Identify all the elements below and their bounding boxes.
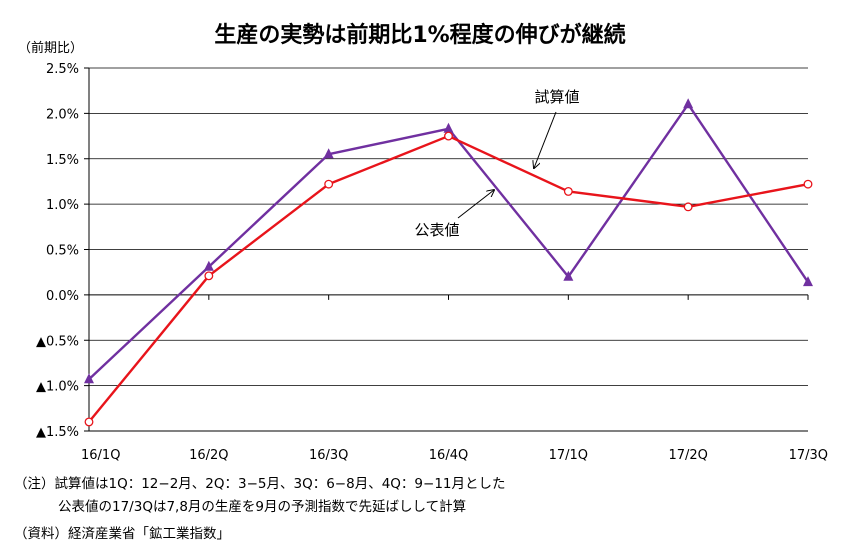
x-tick-label: 16/4Q <box>429 448 468 463</box>
chart-title: 生産の実勢は前期比1%程度の伸びが継続 <box>214 22 625 48</box>
y-tick-label: 2.0% <box>46 107 79 122</box>
x-tick-labels: 16/1Q 16/2Q 16/3Q 16/4Q 17/1Q 17/2Q 17/3Q <box>81 448 828 463</box>
data-point-triangle <box>443 122 454 133</box>
x-tick-label: 17/1Q <box>549 448 588 463</box>
data-point-circle <box>324 179 334 189</box>
y-tick-label: ▲0.5% <box>36 334 79 349</box>
x-tick-label: 16/1Q <box>81 448 120 463</box>
y-tick-label: ▲1.5% <box>36 425 79 440</box>
x-tick-label: 16/2Q <box>189 448 228 463</box>
data-point-triangle <box>323 148 334 159</box>
data-point-circle <box>444 131 453 141</box>
data-point-circle <box>84 417 94 427</box>
y-axis-label: （前期比） <box>18 40 83 56</box>
y-tick-label: 1.5% <box>46 153 79 168</box>
x-tick-label: 17/3Q <box>789 448 828 463</box>
y-tick-label: 0.5% <box>46 244 79 259</box>
y-tick-label: 0.0% <box>46 289 79 304</box>
data-point-triangle <box>683 98 694 109</box>
annotation-published-label: 公表値 <box>414 221 459 239</box>
y-tick-label: 1.0% <box>46 198 79 213</box>
x-tick-label: 17/2Q <box>668 448 707 463</box>
annotation-estimate-arrow <box>534 111 557 168</box>
annotation-estimate-label: 試算値 <box>534 88 579 106</box>
grid-lines <box>89 67 808 387</box>
data-point-circle <box>204 271 214 281</box>
footnote-published: 公表値の17/3Qは7,8月の生産を9月の予測指数で先延ばしして計算 <box>58 499 467 515</box>
data-point-triangle <box>84 373 94 384</box>
y-tick-labels: 2.5% 2.0% 1.5% 1.0% 0.5% 0.0% ▲0.5% ▲1.0% ▲1.5% <box>36 62 79 440</box>
x-tick-label: 16/3Q <box>309 448 348 463</box>
data-point-circle <box>563 186 573 196</box>
source-note: （資料）経済産業省「鉱工業指数」 <box>14 526 230 542</box>
footnote-definition: （注）試算値は1Q：12−2月、2Q：3−5月、3Q：6−8月、4Q：9−11月… <box>14 476 506 492</box>
axes <box>84 67 809 432</box>
data-point-triangle <box>563 270 574 281</box>
annotation-published-arrow <box>457 190 494 219</box>
line-chart: 生産の実勢は前期比1%程度の伸びが継続 （前期比） 2.5% 2.0% 1.5% 1.… <box>18 22 828 463</box>
y-tick-label: 2.5% <box>46 62 79 77</box>
data-point-circle <box>803 179 813 189</box>
series-layer <box>84 98 813 427</box>
series-line-0 <box>88 103 809 381</box>
y-tick-label: ▲1.0% <box>36 380 79 395</box>
data-point-triangle <box>203 260 214 271</box>
data-point-circle <box>683 202 693 212</box>
data-point-triangle <box>803 276 813 287</box>
